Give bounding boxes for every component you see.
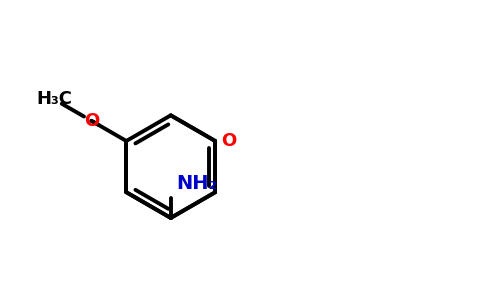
Text: H₃C: H₃C xyxy=(36,90,73,108)
Text: NH₂: NH₂ xyxy=(177,174,217,193)
Text: O: O xyxy=(221,132,236,150)
Text: O: O xyxy=(84,112,99,130)
